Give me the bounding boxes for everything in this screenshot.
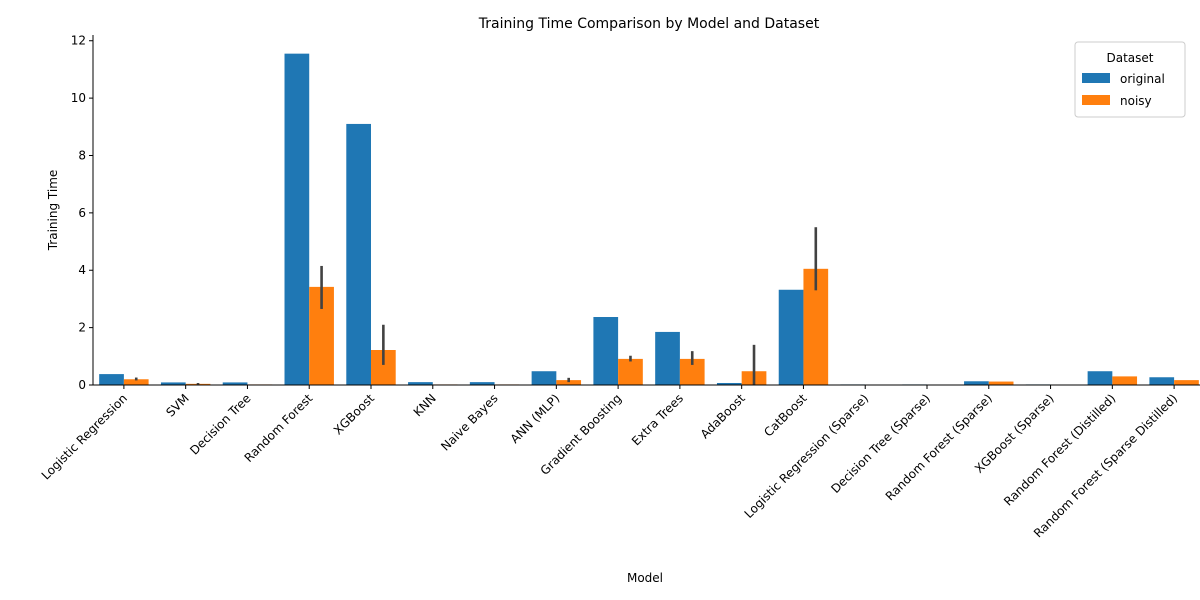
- y-ticks: 0 2 4 6 8 10 12: [71, 34, 93, 392]
- x-tick-label-logistic-regression: Logistic Regression: [39, 391, 130, 482]
- y-tick-label: 12: [71, 34, 86, 48]
- bar-original-random-forest-sparse: [964, 381, 989, 385]
- bar-noisy-gradient-boosting: [618, 358, 643, 385]
- y-tick-label: 4: [78, 263, 86, 277]
- x-axis-label: Model: [627, 571, 663, 585]
- bar-noisy-random-forest-sparse: [988, 381, 1014, 385]
- legend-label-original: original: [1120, 72, 1165, 86]
- x-tick-label-random-forest-sparse: Random Forest (Sparse): [883, 391, 995, 503]
- bar-original-gradient-boosting: [593, 317, 619, 385]
- bar-noisy-ann-mlp: [556, 380, 582, 385]
- bar-noisy-random-forest-sparse-distilled: [1174, 380, 1199, 385]
- bar-original-extra-trees: [655, 331, 680, 385]
- bar-original-svm: [160, 382, 186, 385]
- x-tick-label-adaboost: AdaBoost: [698, 391, 748, 441]
- x-tick-label-catboost: CatBoost: [761, 391, 810, 440]
- plot-area: [99, 53, 1199, 386]
- y-tick-label: 8: [78, 148, 86, 162]
- legend: Dataset original noisy: [1074, 41, 1186, 118]
- bar-original-random-forest: [284, 53, 310, 385]
- y-tick-label: 2: [78, 321, 86, 335]
- x-tick-label-svm: SVM: [163, 391, 191, 419]
- x-tick-label-logistic-regression-sparse: Logistic Regression (Sparse): [742, 391, 872, 521]
- bar-original-knn: [408, 382, 433, 385]
- x-tick-label-ann-mlp: ANN (MLP): [508, 391, 563, 446]
- x-tick-label-decision-tree-sparse: Decision Tree (Sparse): [828, 391, 933, 496]
- y-tick-label: 10: [71, 91, 86, 105]
- x-tick-label-extra-trees: Extra Trees: [629, 391, 686, 448]
- x-tick-label-knn: KNN: [411, 391, 439, 419]
- bar-original-decision-tree: [222, 382, 248, 385]
- x-tick-label-random-forest: Random Forest: [242, 391, 316, 465]
- bar-original-adaboost: [716, 382, 742, 385]
- x-tick-label-decision-tree: Decision Tree: [187, 391, 253, 457]
- y-tick-label: 6: [78, 206, 86, 220]
- bar-original-xgboost: [346, 123, 371, 386]
- x-tick-label-random-forest-distilled: Random Forest (Distilled): [1001, 391, 1118, 508]
- legend-swatch-original: [1082, 73, 1110, 83]
- bar-original-random-forest-distilled: [1087, 371, 1113, 385]
- legend-label-noisy: noisy: [1120, 94, 1152, 108]
- legend-swatch-noisy: [1082, 95, 1110, 105]
- bar-original-random-forest-sparse-distilled: [1149, 377, 1175, 385]
- bar-noisy-logistic-regression: [123, 379, 149, 385]
- bar-original-naive-bayes: [469, 382, 495, 385]
- chart-title: Training Time Comparison by Model and Da…: [478, 16, 820, 32]
- bar-original-logistic-regression: [99, 374, 124, 385]
- bar-original-catboost: [778, 289, 804, 385]
- bar-original-ann-mlp: [531, 371, 557, 385]
- y-tick-label: 0: [78, 378, 86, 392]
- x-tick-label-naive-bayes: Naive Bayes: [438, 391, 500, 453]
- x-tick-label-xgboost: XGBoost: [331, 391, 377, 437]
- legend-title: Dataset: [1107, 51, 1154, 65]
- y-axis-label: Training Time: [46, 170, 60, 252]
- bar-noisy-random-forest-distilled: [1112, 376, 1138, 385]
